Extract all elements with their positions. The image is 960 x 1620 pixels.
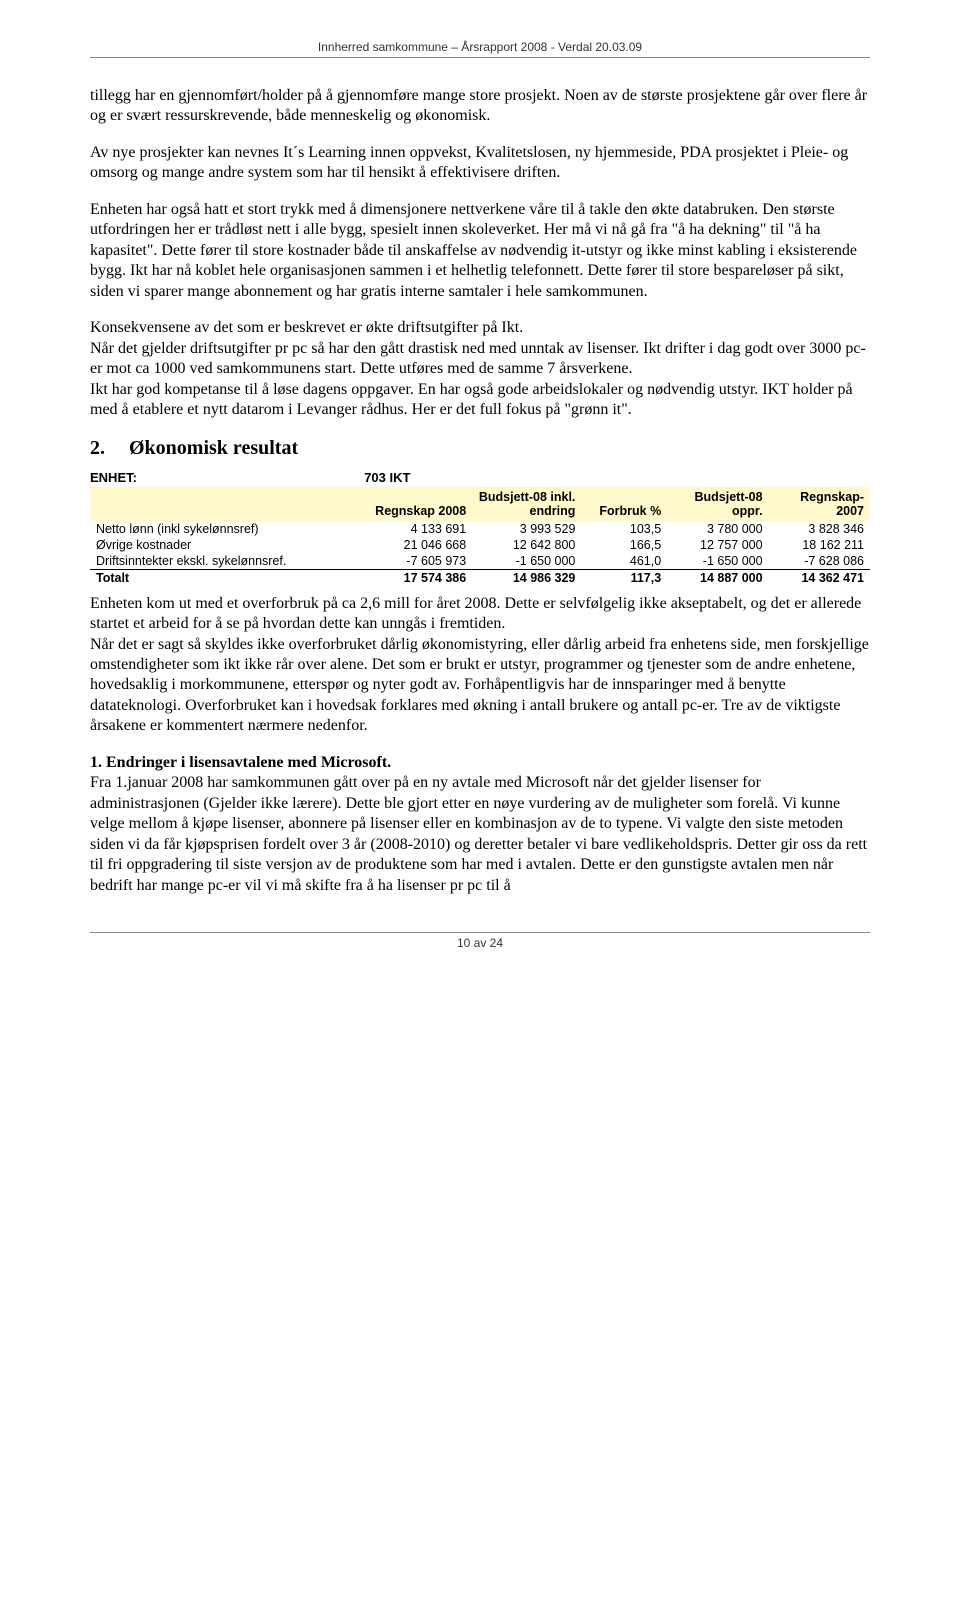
page-footer: 10 av 24: [90, 932, 870, 950]
cell: 103,5: [581, 521, 667, 537]
cell: 4 133 691: [355, 521, 472, 537]
section-heading: 2. Økonomisk resultat: [90, 437, 870, 460]
cell: 17 574 386: [355, 569, 472, 586]
cell: 14 887 000: [667, 569, 768, 586]
cell: -7 628 086: [769, 553, 870, 570]
col-h0: [90, 487, 355, 521]
col-h2: Budsjett-08 inkl. endring: [472, 487, 581, 521]
paragraph-4: Konsekvensene av det som er beskrevet er…: [90, 318, 870, 420]
table-row-total: Totalt 17 574 386 14 986 329 117,3 14 88…: [90, 569, 870, 586]
paragraph-3: Enheten har også hatt et stort trykk med…: [90, 200, 870, 302]
cell: 461,0: [581, 553, 667, 570]
cell: Driftsinntekter ekskl. sykelønnsref.: [90, 553, 355, 570]
paragraph-6: Fra 1.januar 2008 har samkommunen gått o…: [90, 773, 870, 896]
col-h5: Regnskap-2007: [769, 487, 870, 521]
cell: 3 780 000: [667, 521, 768, 537]
enhet-line: ENHET: 703 IKT: [90, 470, 870, 485]
table-header-row: Regnskap 2008 Budsjett-08 inkl. endring …: [90, 487, 870, 521]
paragraph-5: Enheten kom ut med et overforbruk på ca …: [90, 594, 870, 737]
cell: -1 650 000: [472, 553, 581, 570]
document-header: Innherred samkommune – Årsrapport 2008 -…: [90, 40, 870, 58]
cell: Øvrige kostnader: [90, 537, 355, 553]
cell: Netto lønn (inkl sykelønnsref): [90, 521, 355, 537]
table-row: Øvrige kostnader 21 046 668 12 642 800 1…: [90, 537, 870, 553]
cell: 3 993 529: [472, 521, 581, 537]
section-number: 2.: [90, 437, 124, 460]
subheading-1: 1. Endringer i lisensavtalene med Micros…: [90, 753, 870, 773]
cell: 18 162 211: [769, 537, 870, 553]
col-h1: Regnskap 2008: [355, 487, 472, 521]
cell: 14 986 329: [472, 569, 581, 586]
paragraph-2: Av nye prosjekter kan nevnes It´s Learni…: [90, 143, 870, 184]
cell: 166,5: [581, 537, 667, 553]
cell: 117,3: [581, 569, 667, 586]
table-row: Netto lønn (inkl sykelønnsref) 4 133 691…: [90, 521, 870, 537]
enhet-label: ENHET:: [90, 470, 137, 485]
table-row: Driftsinntekter ekskl. sykelønnsref. -7 …: [90, 553, 870, 570]
cell: Totalt: [90, 569, 355, 586]
paragraph-1: tillegg har en gjennomført/holder på å g…: [90, 86, 870, 127]
cell: -7 605 973: [355, 553, 472, 570]
cell: 3 828 346: [769, 521, 870, 537]
col-h3: Forbruk %: [581, 487, 667, 521]
col-h4: Budsjett-08 oppr.: [667, 487, 768, 521]
cell: -1 650 000: [667, 553, 768, 570]
finance-table: Regnskap 2008 Budsjett-08 inkl. endring …: [90, 487, 870, 586]
cell: 14 362 471: [769, 569, 870, 586]
section-title-text: Økonomisk resultat: [129, 437, 298, 459]
cell: 12 642 800: [472, 537, 581, 553]
cell: 12 757 000: [667, 537, 768, 553]
enhet-value: 703 IKT: [364, 470, 410, 485]
cell: 21 046 668: [355, 537, 472, 553]
